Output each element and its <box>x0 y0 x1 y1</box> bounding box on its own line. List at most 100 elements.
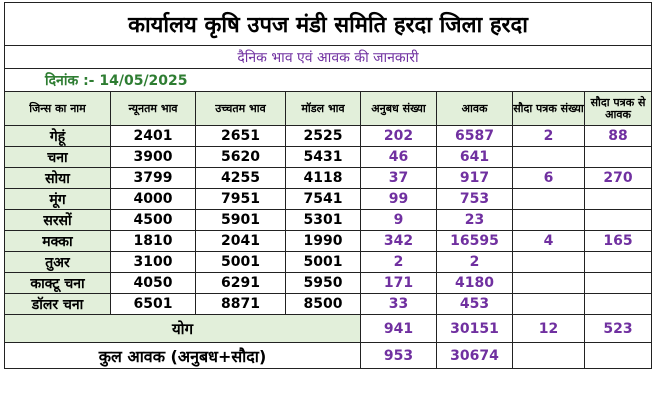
total-anubandh: 941 <box>360 314 437 343</box>
model-price: 5001 <box>285 251 361 273</box>
model-price: 4118 <box>285 167 361 189</box>
sauda-count <box>512 272 585 294</box>
model-price: 5301 <box>285 209 361 231</box>
header-min-price: न्यूनतम भाव <box>110 91 196 126</box>
anubandh-count: 37 <box>360 167 437 189</box>
sauda-count <box>512 188 585 210</box>
aavak-value: 917 <box>436 167 513 189</box>
sauda-aavak <box>584 293 652 315</box>
model-price: 1990 <box>285 230 361 252</box>
max-price: 5901 <box>195 209 286 231</box>
header-max-price: उच्चतम भाव <box>195 91 286 126</box>
anubandh-count: 171 <box>360 272 437 294</box>
max-price: 6291 <box>195 272 286 294</box>
aavak-value: 16595 <box>436 230 513 252</box>
min-price: 4500 <box>110 209 196 231</box>
crop-name: काक्टू चना <box>4 272 111 294</box>
mandi-report-sheet: कार्यालय कृषि उपज मंडी समिति हरदा जिला ह… <box>4 2 652 369</box>
page-subtitle: दैनिक भाव एवं आवक की जानकारी <box>4 45 652 69</box>
crop-name: सोया <box>4 167 111 189</box>
total-sauda-count: 12 <box>512 314 585 343</box>
table-row: सरसों 4500 5901 5301 9 23 <box>4 209 652 231</box>
sauda-aavak <box>584 272 652 294</box>
header-anubandh-count: अनुबध संख्या <box>360 91 437 126</box>
total-label: योग <box>4 314 361 343</box>
grand-total-empty-1 <box>512 342 585 369</box>
max-price: 8871 <box>195 293 286 315</box>
max-price: 5001 <box>195 251 286 273</box>
aavak-value: 23 <box>436 209 513 231</box>
sauda-aavak <box>584 209 652 231</box>
max-price: 2041 <box>195 230 286 252</box>
sauda-count <box>512 146 585 168</box>
aavak-value: 641 <box>436 146 513 168</box>
model-price: 7541 <box>285 188 361 210</box>
crop-name: डॉलर चना <box>4 293 111 315</box>
anubandh-count: 342 <box>360 230 437 252</box>
min-price: 2401 <box>110 125 196 147</box>
table-row: मक्का 1810 2041 1990 342 16595 4 165 <box>4 230 652 252</box>
anubandh-count: 33 <box>360 293 437 315</box>
aavak-value: 2 <box>436 251 513 273</box>
crop-name: तुअर <box>4 251 111 273</box>
table-row: तुअर 3100 5001 5001 2 2 <box>4 251 652 273</box>
total-sauda-aavak: 523 <box>584 314 652 343</box>
grand-total-label: कुल आवक (अनुबध+सौदा) <box>4 342 361 369</box>
sauda-count: 2 <box>512 125 585 147</box>
table-row: काक्टू चना 4050 6291 5950 171 4180 <box>4 272 652 294</box>
model-price: 5950 <box>285 272 361 294</box>
model-price: 5431 <box>285 146 361 168</box>
crop-name: सरसों <box>4 209 111 231</box>
min-price: 4050 <box>110 272 196 294</box>
aavak-value: 753 <box>436 188 513 210</box>
grand-total-row: कुल आवक (अनुबध+सौदा) 953 30674 <box>4 342 652 369</box>
grand-total-empty-2 <box>584 342 652 369</box>
crop-name: मूंग <box>4 188 111 210</box>
total-aavak: 30151 <box>436 314 513 343</box>
grand-total-aavak: 30674 <box>436 342 513 369</box>
sauda-aavak <box>584 188 652 210</box>
model-price: 8500 <box>285 293 361 315</box>
header-aavak: आवक <box>436 91 513 126</box>
anubandh-count: 99 <box>360 188 437 210</box>
page-title: कार्यालय कृषि उपज मंडी समिति हरदा जिला ह… <box>4 2 652 46</box>
header-sauda-count: सौदा पत्रक संख्या <box>512 91 585 126</box>
crop-name: गेहूं <box>4 125 111 147</box>
anubandh-count: 9 <box>360 209 437 231</box>
sauda-count: 6 <box>512 167 585 189</box>
grand-total-anubandh: 953 <box>360 342 437 369</box>
table-header-row: जिन्स का नाम न्यूनतम भाव उच्चतम भाव मॉडल… <box>4 91 652 126</box>
sauda-aavak <box>584 251 652 273</box>
sauda-count: 4 <box>512 230 585 252</box>
crop-name: चना <box>4 146 111 168</box>
table-row: चना 3900 5620 5431 46 641 <box>4 146 652 168</box>
crop-name: मक्का <box>4 230 111 252</box>
date-label: दिनांक :- 14/05/2025 <box>4 68 652 92</box>
table-row: गेहूं 2401 2651 2525 202 6587 2 88 <box>4 125 652 147</box>
anubandh-count: 2 <box>360 251 437 273</box>
sauda-count <box>512 251 585 273</box>
aavak-value: 453 <box>436 293 513 315</box>
sauda-aavak <box>584 146 652 168</box>
min-price: 3799 <box>110 167 196 189</box>
header-sauda-aavak: सौदा पत्रक से आवक <box>584 91 652 126</box>
mandi-rate-table: कार्यालय कृषि उपज मंडी समिति हरदा जिला ह… <box>4 2 652 369</box>
max-price: 7951 <box>195 188 286 210</box>
max-price: 2651 <box>195 125 286 147</box>
aavak-value: 6587 <box>436 125 513 147</box>
sauda-aavak: 88 <box>584 125 652 147</box>
header-model-price: मॉडल भाव <box>285 91 361 126</box>
anubandh-count: 46 <box>360 146 437 168</box>
table-row: डॉलर चना 6501 8871 8500 33 453 <box>4 293 652 315</box>
sauda-aavak: 270 <box>584 167 652 189</box>
table-row: मूंग 4000 7951 7541 99 753 <box>4 188 652 210</box>
max-price: 4255 <box>195 167 286 189</box>
header-crop: जिन्स का नाम <box>4 91 111 126</box>
min-price: 3100 <box>110 251 196 273</box>
total-row: योग 941 30151 12 523 <box>4 314 652 343</box>
model-price: 2525 <box>285 125 361 147</box>
sauda-count <box>512 209 585 231</box>
sauda-aavak: 165 <box>584 230 652 252</box>
sauda-count <box>512 293 585 315</box>
min-price: 1810 <box>110 230 196 252</box>
